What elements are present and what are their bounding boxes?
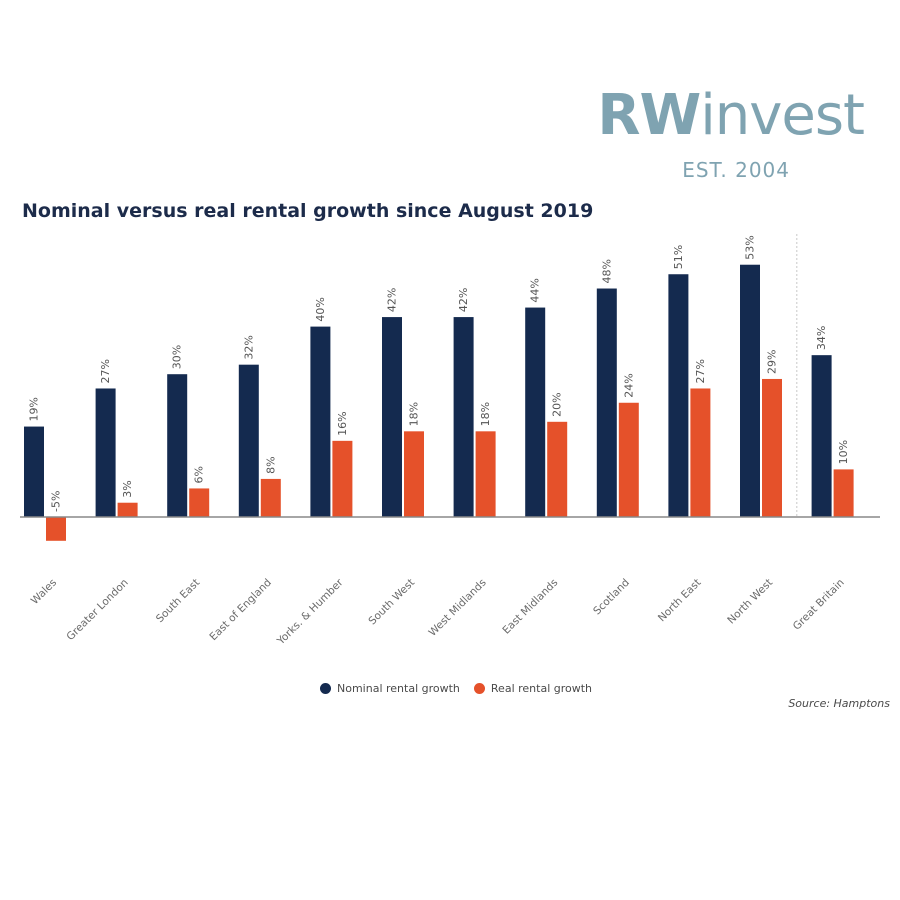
bar-real-scotland [618, 402, 639, 517]
logo-invest: invest [700, 83, 865, 148]
bar-real-west-midlands [475, 431, 496, 517]
bar-nominal-south-west [382, 317, 402, 517]
bar-nominal-scotland [596, 288, 617, 517]
data-label-real-yorks-humber: 16% [336, 411, 349, 435]
data-label-nominal-east-of-england: 32% [242, 335, 255, 359]
data-label-nominal-great-britain: 34% [815, 326, 828, 350]
data-label-real-east-midlands: 20% [551, 392, 564, 416]
legend-dot-nominal [320, 682, 331, 694]
data-label-nominal-south-west: 42% [386, 288, 399, 312]
data-label-real-wales: -5% [50, 491, 63, 512]
category-label-east-of-england: East of England [207, 577, 274, 644]
data-label-nominal-south-east: 30% [171, 345, 184, 369]
legend-dot-real [473, 682, 485, 694]
category-label-south-east: South East [154, 577, 202, 625]
bar-nominal-wales [24, 426, 44, 517]
category-label-greater-london: Greater London [64, 577, 130, 643]
category-label-scotland: Scotland [591, 577, 632, 618]
data-label-nominal-greater-london: 27% [99, 359, 112, 383]
bar-nominal-north-west [740, 264, 760, 517]
category-label-north-east: North East [656, 577, 704, 625]
data-label-nominal-west-midlands: 42% [457, 288, 470, 312]
brand-logo: RWinvest EST. 2004 [560, 82, 890, 192]
data-label-nominal-yorks-humber: 40% [314, 297, 327, 321]
bar-nominal-east-midlands [525, 307, 546, 517]
data-label-nominal-scotland: 48% [600, 259, 613, 283]
data-label-real-south-east: 6% [193, 466, 206, 483]
category-label-east-midlands: East Midlands [500, 577, 560, 637]
legend-item-nominal: Nominal rental growth [320, 682, 460, 695]
bar-nominal-east-of-england [238, 364, 259, 517]
bar-nominal-west-midlands [453, 317, 474, 517]
bar-real-north-west [762, 378, 782, 517]
bar-nominal-south-east [167, 374, 188, 517]
data-label-nominal-wales: 19% [28, 397, 41, 421]
data-label-real-scotland: 24% [622, 373, 635, 397]
data-label-real-south-west: 18% [408, 402, 421, 426]
data-label-real-north-west: 29% [766, 350, 779, 374]
established-text: EST. 2004 [682, 158, 790, 182]
data-label-nominal-north-east: 51% [672, 245, 685, 269]
category-label-north-west: North West [725, 577, 775, 627]
bar-real-south-west [404, 431, 424, 517]
data-label-real-north-east: 27% [694, 359, 707, 383]
data-label-real-great-britain: 10% [837, 440, 850, 464]
bar-nominal-greater-london [95, 388, 116, 517]
data-label-real-west-midlands: 18% [479, 402, 492, 426]
legend-item-real: Real rental growth [473, 681, 593, 695]
data-label-nominal-north-west: 53% [744, 235, 757, 259]
bar-real-greater-london [117, 502, 138, 517]
data-label-nominal-east-midlands: 44% [529, 278, 542, 302]
legend-label-real: Real rental growth [490, 681, 593, 695]
source-note: Source: Hamptons [788, 697, 890, 710]
bar-real-wales [46, 517, 66, 541]
bar-nominal-great-britain [811, 355, 832, 517]
category-label-yorks-humber: Yorks. & Humber [274, 576, 346, 648]
logo-wordmark: RWinvest [597, 82, 865, 150]
bar-real-north-east [690, 388, 711, 517]
bar-real-south-east [189, 488, 210, 517]
data-label-real-greater-london: 3% [121, 480, 134, 497]
bar-real-east-midlands [547, 421, 568, 517]
chart-title: Nominal versus real rental growth since … [22, 200, 594, 222]
legend-label-nominal: Nominal rental growth [337, 681, 460, 695]
category-label-great-britain: Great Britain [791, 577, 847, 633]
bar-real-east-of-england [260, 478, 281, 517]
bar-real-yorks-humber [332, 440, 353, 517]
category-label-west-midlands: West Midlands [427, 577, 489, 639]
category-label-south-west: South West [366, 577, 417, 628]
category-label-wales: Wales [29, 577, 59, 607]
chart-legend: Nominal rental growth Real rental growth [320, 680, 592, 696]
bar-real-great-britain [833, 469, 854, 517]
logo-rw: RW [597, 83, 701, 148]
bar-nominal-yorks-humber [310, 326, 331, 517]
bar-nominal-north-east [668, 274, 689, 517]
data-label-real-east-of-england: 8% [264, 456, 277, 473]
